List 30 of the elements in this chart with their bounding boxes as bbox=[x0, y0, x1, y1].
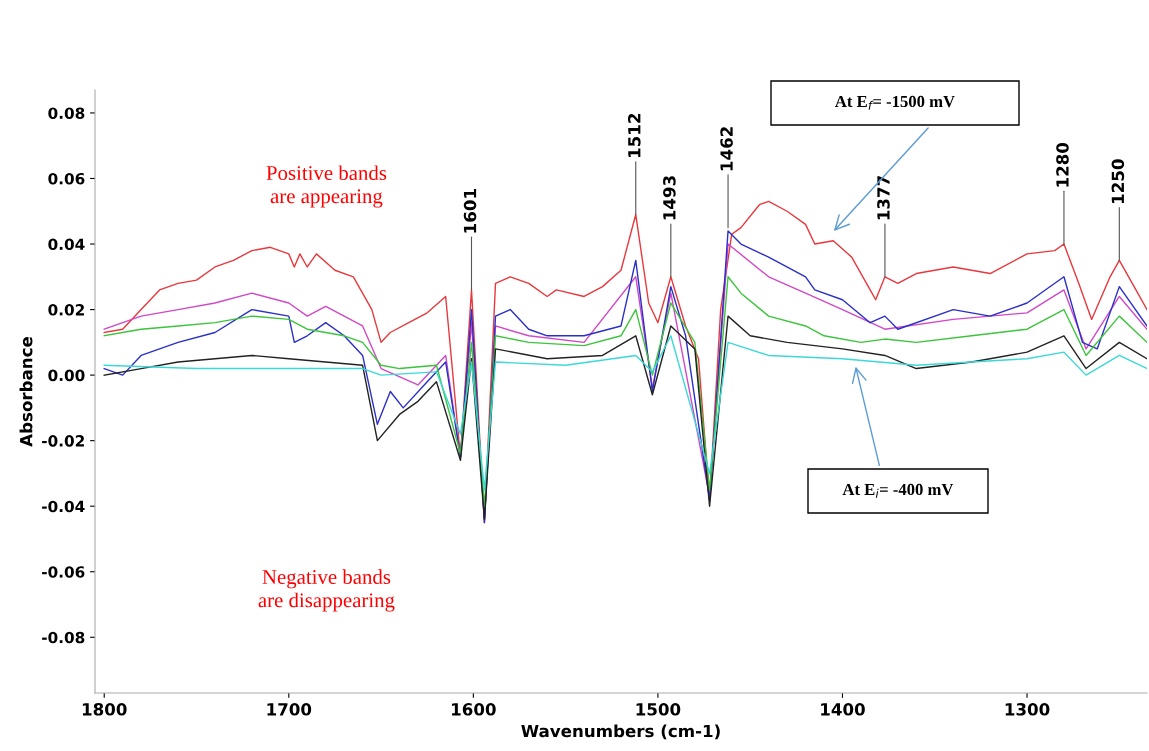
annotation: Negative bands are disappearing bbox=[258, 569, 395, 612]
y-tick-label: 0.08 bbox=[48, 107, 85, 119]
line-series bbox=[103, 276, 1147, 507]
annotation: At E$_{i}$= -400 mV bbox=[842, 483, 954, 498]
x-tick-label: 1700 bbox=[267, 703, 312, 716]
x-axis-title: Wavenumbers (cm-1) bbox=[521, 724, 720, 740]
y-tick-label: 0.06 bbox=[48, 172, 85, 185]
x-tick-label: 1500 bbox=[636, 703, 681, 716]
y-tick-label: 0.02 bbox=[48, 304, 84, 316]
x-tick-label: 1600 bbox=[452, 703, 496, 716]
y-tick-label: 0.00 bbox=[48, 369, 85, 382]
annotation: At E$_{f}$= -1500 mV bbox=[835, 95, 955, 110]
y-axis-title: Absorbance bbox=[19, 336, 33, 447]
y-tick-label: -0.04 bbox=[42, 500, 85, 513]
x-tick-label: 1400 bbox=[821, 703, 865, 716]
y-tick-label: -0.02 bbox=[42, 435, 84, 447]
annotation: 1512 bbox=[627, 114, 641, 158]
line-series bbox=[103, 315, 1147, 521]
y-tick-label: -0.08 bbox=[42, 631, 85, 644]
y-tick-label: 0.04 bbox=[48, 238, 85, 251]
annotation: 1280 bbox=[1056, 142, 1069, 187]
annotation: Positive bands are appearing bbox=[266, 165, 387, 208]
annotation: 1377 bbox=[877, 176, 890, 220]
y-tick-label: -0.06 bbox=[42, 566, 85, 578]
x-tick-label: 1800 bbox=[82, 703, 127, 716]
annotation: 1462 bbox=[720, 127, 733, 171]
annotation: 1250 bbox=[1111, 159, 1125, 203]
annotation: 1493 bbox=[663, 176, 676, 220]
annotation: 1601 bbox=[463, 189, 477, 233]
x-tick-label: 1300 bbox=[1005, 703, 1050, 716]
